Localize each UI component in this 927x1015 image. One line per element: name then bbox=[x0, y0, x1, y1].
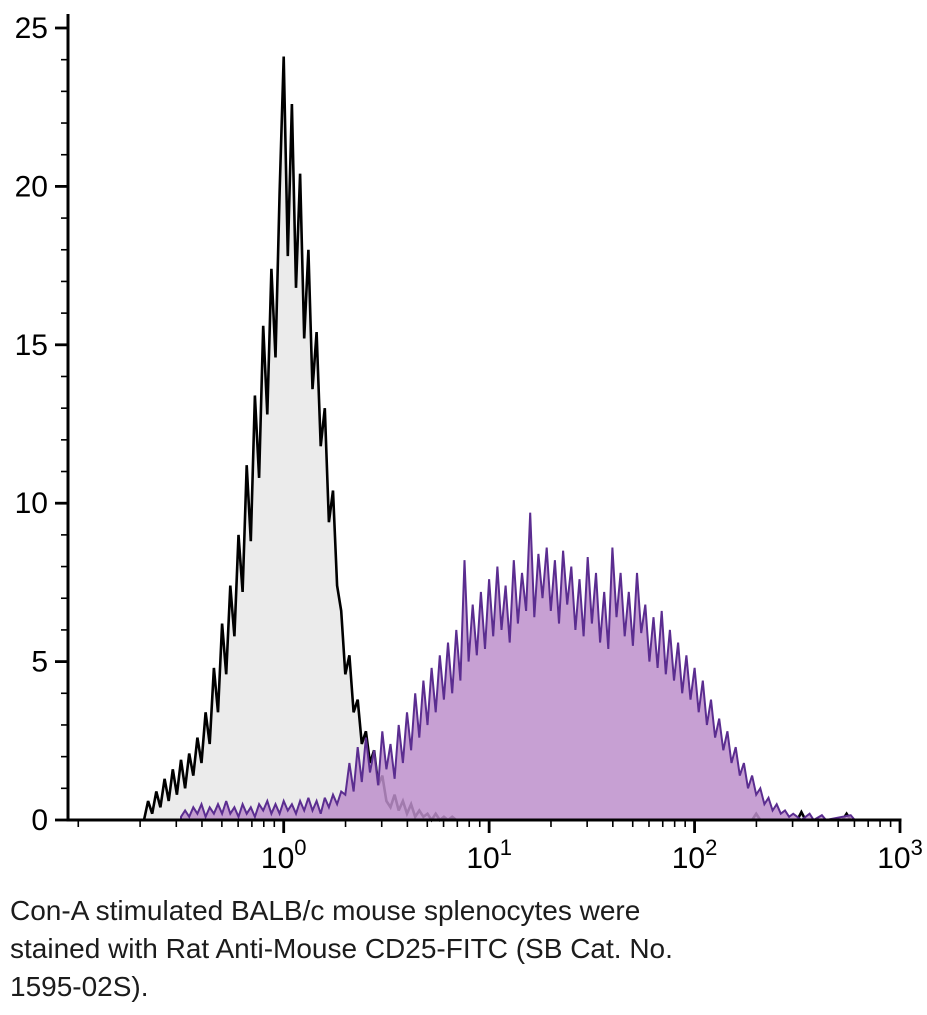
y-tick-label: 20 bbox=[15, 170, 48, 203]
y-tick-label: 10 bbox=[15, 487, 48, 520]
x-tick-label: 100 bbox=[261, 835, 307, 875]
series-purple-trace bbox=[180, 512, 859, 822]
figure-caption: Con-A stimulated BALB/c mouse splenocyte… bbox=[10, 892, 917, 1005]
y-tick-label: 5 bbox=[31, 646, 48, 679]
y-tick-label: 0 bbox=[31, 804, 48, 837]
x-tick-label: 103 bbox=[877, 835, 923, 875]
y-tick-label: 25 bbox=[15, 12, 48, 45]
histogram-plot: 100 101 102 103 0 5 10 15 20 25 bbox=[15, 12, 923, 875]
caption-line: 1595-02S). bbox=[10, 970, 149, 1002]
x-tick-label: 101 bbox=[466, 835, 512, 875]
caption-line: Con-A stimulated BALB/c mouse splenocyte… bbox=[10, 895, 641, 926]
x-tick-label: 102 bbox=[672, 835, 718, 875]
caption-line: stained with Rat Anti-Mouse CD25-FITC (S… bbox=[10, 932, 673, 964]
y-tick-label: 15 bbox=[15, 329, 48, 362]
